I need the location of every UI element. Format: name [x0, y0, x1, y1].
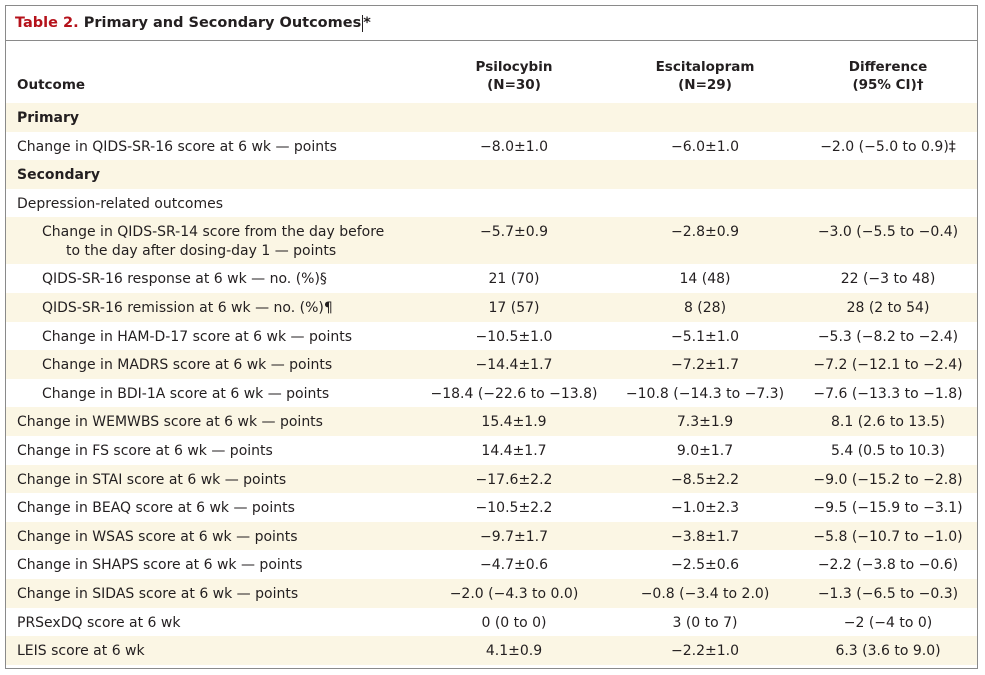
table-title: Primary and Secondary Outcomes	[83, 15, 362, 31]
table-title-bar: Table 2. Primary and Secondary Outcomes *	[6, 6, 977, 41]
difference-value: −2.0 (−5.0 to 0.9)‡	[820, 138, 956, 155]
table-row: Change in WSAS score at 6 wk — points −9.…	[6, 521, 977, 551]
escitalopram-value: −5.1±1.0	[671, 328, 739, 345]
table-row: Change in QIDS-SR-16 score at 6 wk — poi…	[6, 132, 977, 161]
escitalopram-value: 7.3±1.9	[676, 414, 734, 431]
psilocybin-value: 4.1±0.9	[485, 643, 543, 660]
difference-value: 28 (2 to 54)	[846, 299, 930, 316]
table-row: Change in BDI-1A score at 6 wk — points −…	[6, 379, 977, 408]
escitalopram-value: −8.5±2.2	[671, 471, 739, 488]
row-label: Change in SIDAS score at 6 wk — points	[17, 585, 299, 602]
psilocybin-value: 17 (57)	[488, 299, 540, 316]
psilocybin-value: −10.5±1.0	[475, 328, 553, 345]
table-row: Change in SIDAS score at 6 wk — points −2…	[6, 578, 977, 608]
table-row: Change in STAI score at 6 wk — points −17…	[6, 464, 977, 494]
table-row: Change in FS score at 6 wk — points 14.4±…	[6, 436, 977, 465]
psilocybin-value: −9.7±1.7	[480, 528, 548, 545]
escitalopram-value: −0.8 (−3.4 to 2.0)	[640, 585, 770, 602]
difference-value: −5.3 (−8.2 to −2.4)	[817, 328, 959, 345]
psilocybin-value: 21 (70)	[488, 271, 540, 288]
table-body: Primary Change in QIDS-SR-16 score at 6 w…	[6, 103, 977, 665]
difference-value: −9.0 (−15.2 to −2.8)	[813, 471, 963, 488]
row-label: QIDS-SR-16 response at 6 wk — no. (%)§	[42, 271, 327, 288]
escitalopram-value: −2.5±0.6	[671, 557, 739, 574]
psilocybin-value: −18.4 (−22.6 to −13.8)	[430, 385, 598, 402]
title-footnote-mark: *	[363, 15, 371, 31]
row-label: Change in STAI score at 6 wk — points	[17, 471, 287, 488]
table-row: Change in BEAQ score at 6 wk — points −10…	[6, 493, 977, 522]
psilocybin-value: −17.6±2.2	[475, 471, 553, 488]
escitalopram-value: −7.2±1.7	[671, 357, 739, 374]
escitalopram-value: −3.8±1.7	[671, 528, 739, 545]
row-label: Change in QIDS-SR-16 score at 6 wk — poi…	[17, 138, 337, 155]
table-row: PRSexDQ score at 6 wk 0 (0 to 0) 3 (0 to 7…	[6, 608, 977, 637]
difference-value: −3.0 (−5.5 to −0.4)	[817, 224, 959, 241]
table-row: Change in MADRS score at 6 wk — points −1…	[6, 350, 977, 379]
escitalopram-value: 14 (48)	[679, 271, 731, 288]
difference-value: −7.6 (−13.3 to −1.8)	[813, 385, 963, 402]
psilocybin-value: −2.0 (−4.3 to 0.0)	[449, 585, 579, 602]
row-label: Change in SHAPS score at 6 wk — points	[17, 557, 303, 574]
row-label: Change in WEMWBS score at 6 wk — points	[17, 414, 323, 431]
row-label: Change in MADRS score at 6 wk — points	[42, 357, 333, 374]
psilocybin-value: −4.7±0.6	[480, 557, 548, 574]
psilocybin-value: −8.0±1.0	[480, 138, 548, 155]
row-label: QIDS-SR-16 remission at 6 wk — no. (%)¶	[42, 299, 333, 316]
table-frame: Table 2. Primary and Secondary Outcomes *…	[5, 5, 978, 669]
section-row: Primary	[6, 103, 977, 132]
difference-value: −9.5 (−15.9 to −3.1)	[813, 500, 963, 517]
difference-value: −2.2 (−3.8 to −0.6)	[817, 557, 959, 574]
header-psilocybin: Psilocybin (N=30)	[475, 59, 553, 93]
row-label: PRSexDQ score at 6 wk	[17, 614, 181, 631]
difference-value: −7.2 (−12.1 to −2.4)	[813, 357, 963, 374]
table-row: Change in HAM-D-17 score at 6 wk — point…	[6, 322, 977, 351]
table-row: QIDS-SR-16 response at 6 wk — no. (%)§ 21…	[6, 264, 977, 293]
psilocybin-value: 0 (0 to 0)	[481, 614, 547, 631]
psilocybin-value: 14.4±1.7	[481, 442, 547, 459]
row-label: Change in FS score at 6 wk — points	[17, 442, 273, 459]
difference-value: 5.4 (0.5 to 10.3)	[830, 442, 946, 459]
row-label: Change in WSAS score at 6 wk — points	[17, 528, 298, 545]
row-label: Change in BEAQ score at 6 wk — points	[17, 500, 295, 517]
row-label: Change in HAM-D-17 score at 6 wk — point…	[42, 328, 352, 345]
table-label: Table 2.	[15, 15, 79, 31]
row-label: Change in QIDS-SR-14 score from the day …	[42, 224, 385, 260]
escitalopram-value: 9.0±1.7	[676, 442, 734, 459]
table-row: Change in QIDS-SR-14 score from the day …	[6, 217, 977, 265]
table-row: Change in SHAPS score at 6 wk — points −4…	[6, 550, 977, 579]
table-row: Depression-related outcomes	[6, 189, 977, 218]
row-label: LEIS score at 6 wk	[17, 643, 145, 660]
table-row: Change in WEMWBS score at 6 wk — points 1…	[6, 407, 977, 436]
header-escitalopram: Escitalopram (N=29)	[655, 59, 755, 93]
escitalopram-value: −1.0±2.3	[671, 500, 739, 517]
row-label: Depression-related outcomes	[17, 195, 224, 212]
psilocybin-value: 15.4±1.9	[481, 414, 547, 431]
escitalopram-value: 3 (0 to 7)	[672, 614, 738, 631]
difference-value: −2 (−4 to 0)	[843, 614, 933, 631]
difference-value: 8.1 (2.6 to 13.5)	[830, 414, 946, 431]
header-outcome: Outcome	[17, 77, 86, 93]
escitalopram-value: −6.0±1.0	[671, 138, 739, 155]
difference-value: −5.8 (−10.7 to −1.0)	[813, 528, 963, 545]
table-row: QIDS-SR-16 remission at 6 wk — no. (%)¶ 1…	[6, 292, 977, 322]
escitalopram-value: 8 (28)	[683, 299, 727, 316]
escitalopram-value: −2.8±0.9	[671, 224, 739, 241]
difference-value: 22 (−3 to 48)	[840, 271, 936, 288]
table-row: LEIS score at 6 wk 4.1±0.9 −2.2±1.0 6.3 (3.…	[6, 636, 977, 665]
row-label: Change in BDI-1A score at 6 wk — points	[42, 385, 330, 402]
table-header: Outcome Psilocybin (N=30) Escitalopram (…	[6, 41, 977, 103]
difference-value: 6.3 (3.6 to 9.0)	[835, 643, 941, 660]
psilocybin-value: −14.4±1.7	[475, 357, 553, 374]
text-cursor	[362, 14, 364, 32]
section-row: Secondary	[6, 160, 977, 189]
row-label: Secondary	[17, 167, 100, 184]
row-label: Primary	[17, 110, 80, 126]
psilocybin-value: −10.5±2.2	[475, 500, 553, 517]
escitalopram-value: −2.2±1.0	[671, 643, 739, 660]
difference-value: −1.3 (−6.5 to −0.3)	[817, 585, 959, 602]
header-difference: Difference (95% CI)†	[848, 59, 928, 93]
psilocybin-value: −5.7±0.9	[480, 224, 548, 241]
escitalopram-value: −10.8 (−14.3 to −7.3)	[625, 385, 785, 402]
